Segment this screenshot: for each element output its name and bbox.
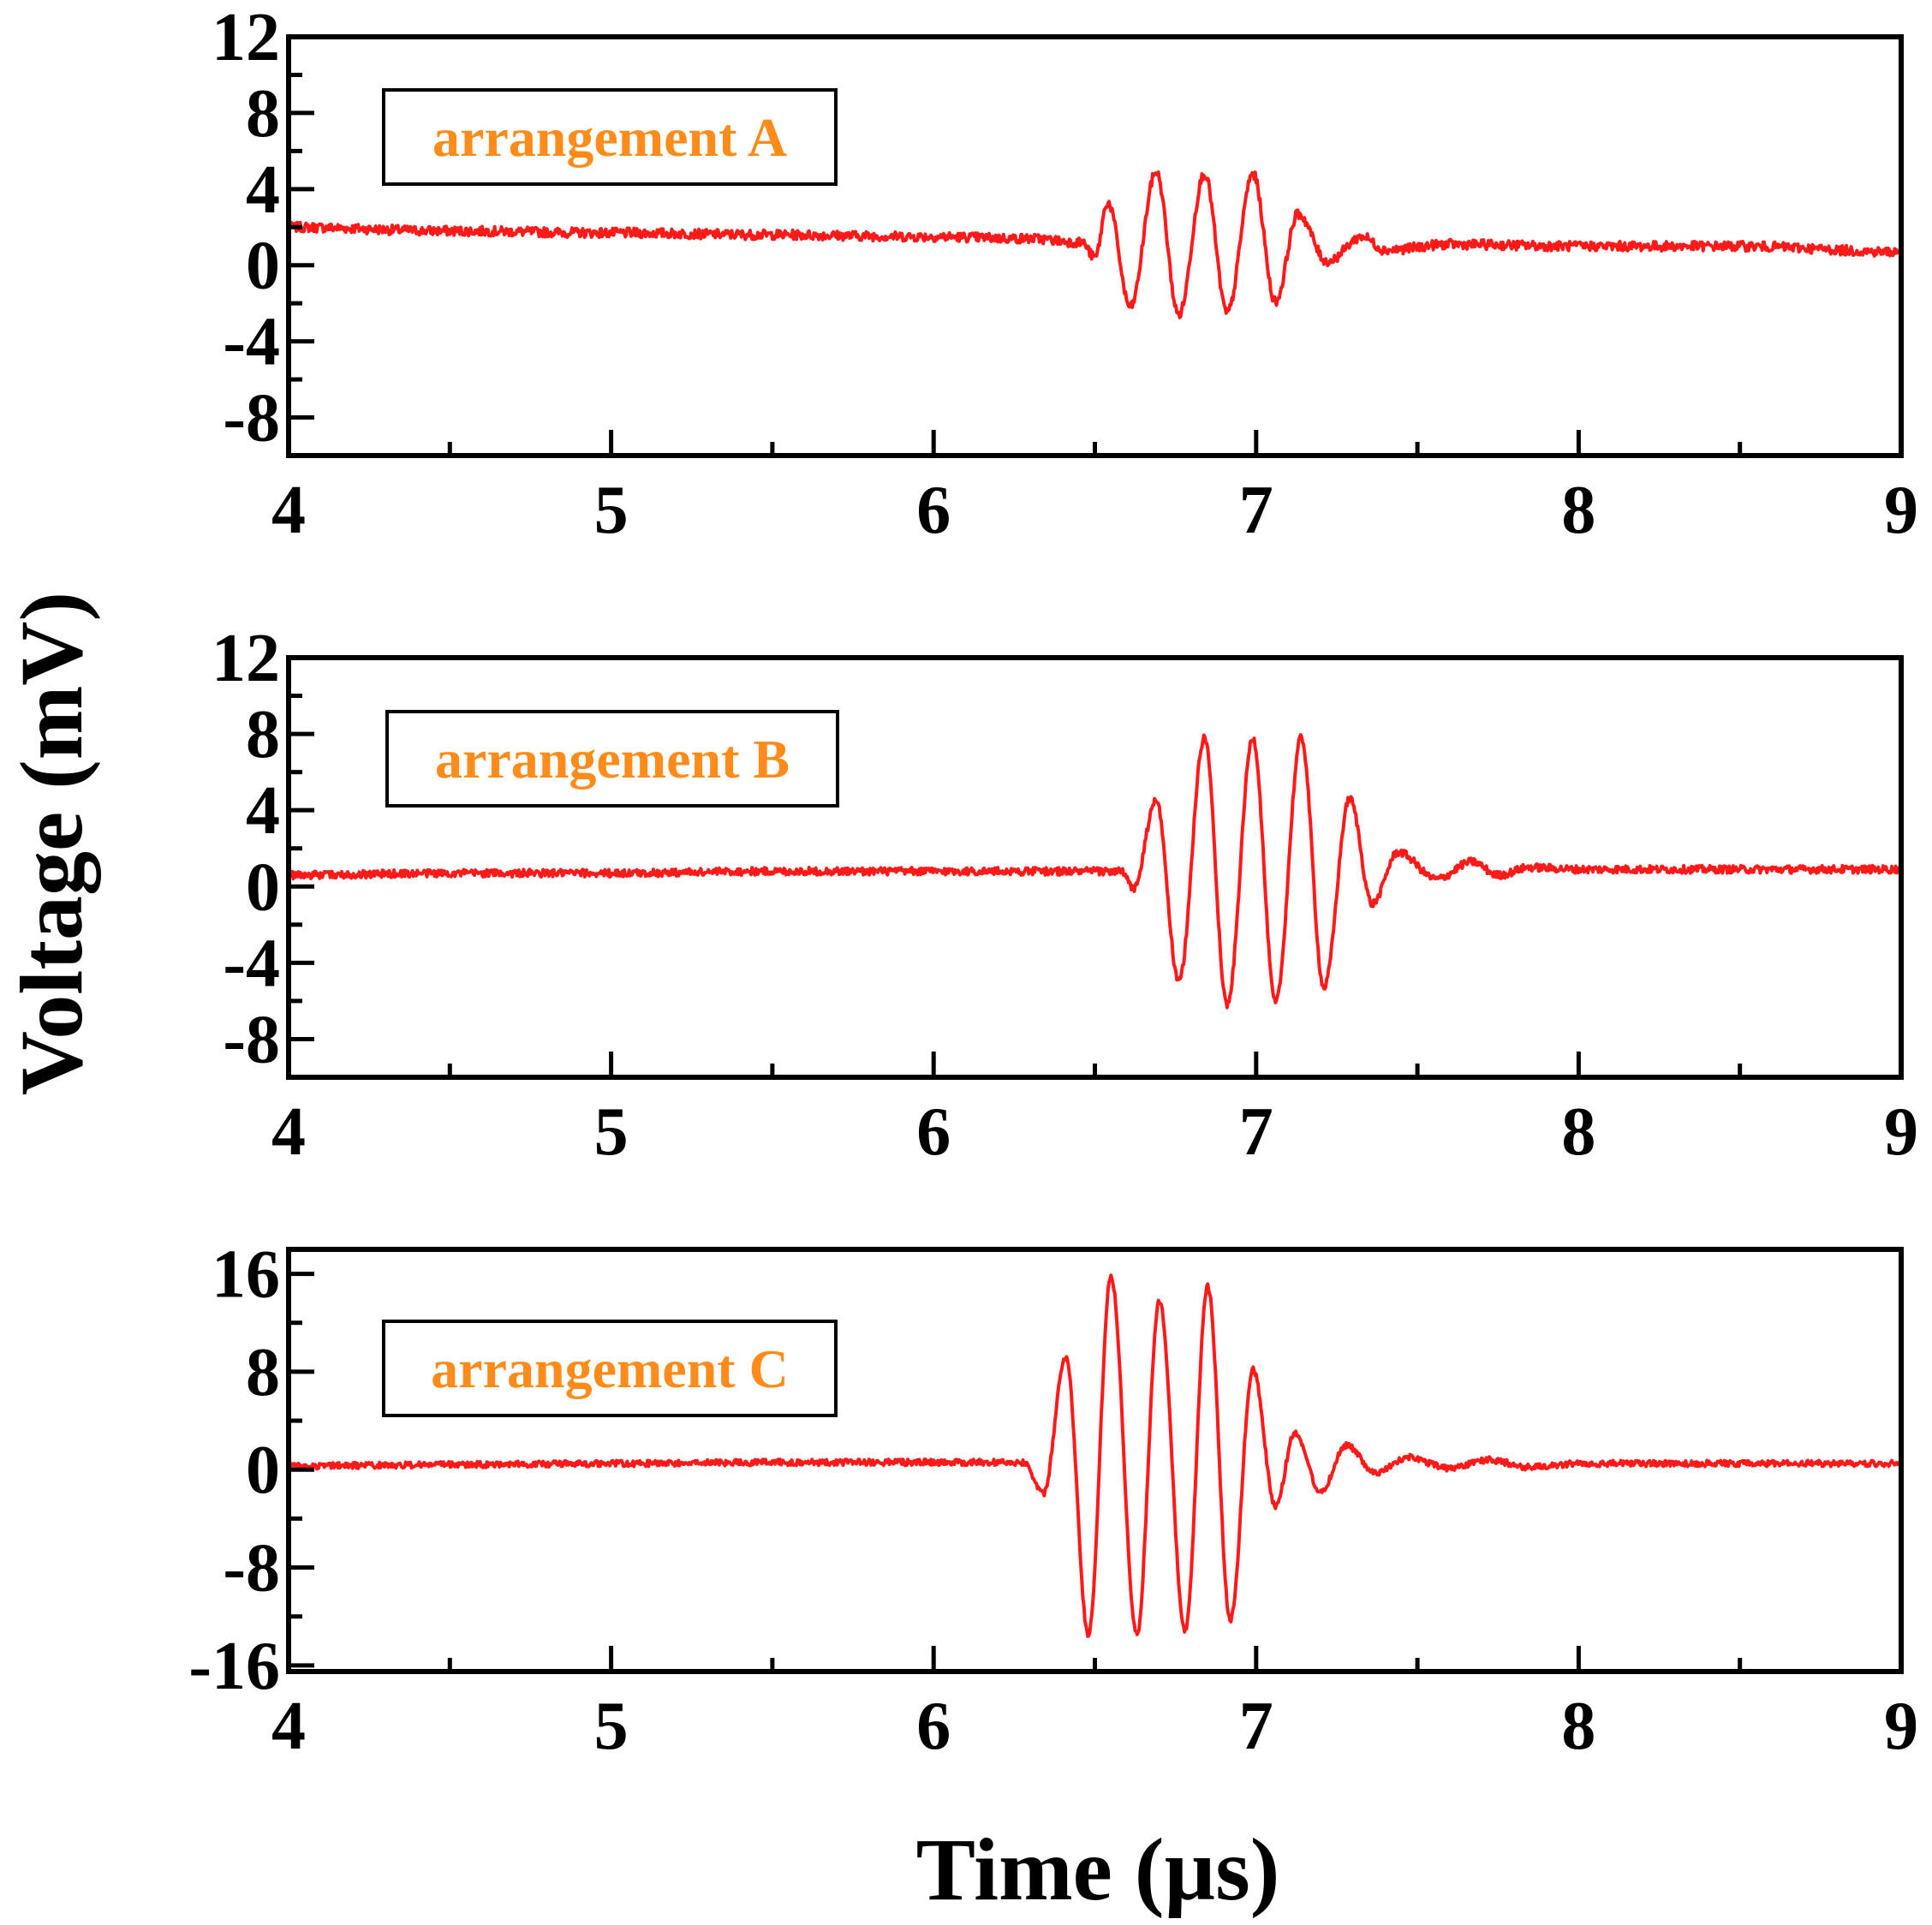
panel-label-2: arrangement B xyxy=(435,729,790,790)
signal-trace-2 xyxy=(287,733,1903,1010)
x-tick-label: 7 xyxy=(1239,1094,1273,1170)
x-tick-label: 4 xyxy=(271,473,306,548)
panel-label-3: arrangement C xyxy=(431,1338,789,1399)
x-tick-label: 6 xyxy=(916,1094,951,1170)
signal-trace-1 xyxy=(287,170,1902,319)
chart-panel-3: 4 5 6 7 8 9 -16 -8 0 8 16 arrangement C xyxy=(188,1237,1918,1764)
panel-label-1: arrangement A xyxy=(432,107,787,168)
y-tick-label: -8 xyxy=(223,1002,280,1077)
x-tick-label: 5 xyxy=(594,1094,629,1170)
y-tick-label: 0 xyxy=(246,229,280,304)
panel-label-box-1 xyxy=(382,88,838,186)
x-tick-label: 8 xyxy=(1561,1689,1595,1764)
x-tick-label: 9 xyxy=(1884,473,1918,548)
x-tick-label: 4 xyxy=(271,1094,306,1170)
y-tick-label: 0 xyxy=(246,849,280,925)
y-tick-label: 12 xyxy=(212,0,280,75)
y-tick-label: 8 xyxy=(246,697,280,772)
x-tick-label: 9 xyxy=(1884,1689,1918,1764)
y-tick-label: 4 xyxy=(246,152,280,228)
x-tick-label: 6 xyxy=(916,473,951,548)
x-tick-label: 7 xyxy=(1239,473,1273,548)
y-tick-label: -4 xyxy=(223,926,280,1001)
y-tick-label: 4 xyxy=(246,773,280,849)
y-tick-label: 8 xyxy=(246,76,280,152)
y-tick-label: -8 xyxy=(223,381,280,456)
y-tick-label: -16 xyxy=(188,1629,280,1704)
x-tick-label: 5 xyxy=(594,473,629,548)
x-tick-label: 5 xyxy=(594,1689,629,1764)
panel-label-box-3 xyxy=(382,1320,838,1417)
x-tick-label: 6 xyxy=(916,1689,951,1764)
y-tick-label: 16 xyxy=(212,1237,280,1313)
y-tick-label: 12 xyxy=(212,621,280,696)
y-tick-label: 0 xyxy=(246,1433,280,1508)
x-tick-label: 8 xyxy=(1561,473,1595,548)
y-tick-label: -8 xyxy=(223,1531,280,1606)
y-axis-title: Voltage (mV) xyxy=(3,592,101,1095)
x-tick-label: 7 xyxy=(1239,1689,1273,1764)
x-tick-label: 4 xyxy=(271,1689,306,1764)
x-axis-title: Time (µs) xyxy=(916,1821,1280,1919)
panel-label-box-2 xyxy=(385,710,839,808)
y-tick-label: -4 xyxy=(223,305,280,380)
x-tick-label: 9 xyxy=(1884,1094,1918,1170)
signal-trace-3 xyxy=(287,1273,1902,1638)
y-tick-label: 8 xyxy=(246,1335,280,1410)
x-tick-label: 8 xyxy=(1561,1094,1595,1170)
